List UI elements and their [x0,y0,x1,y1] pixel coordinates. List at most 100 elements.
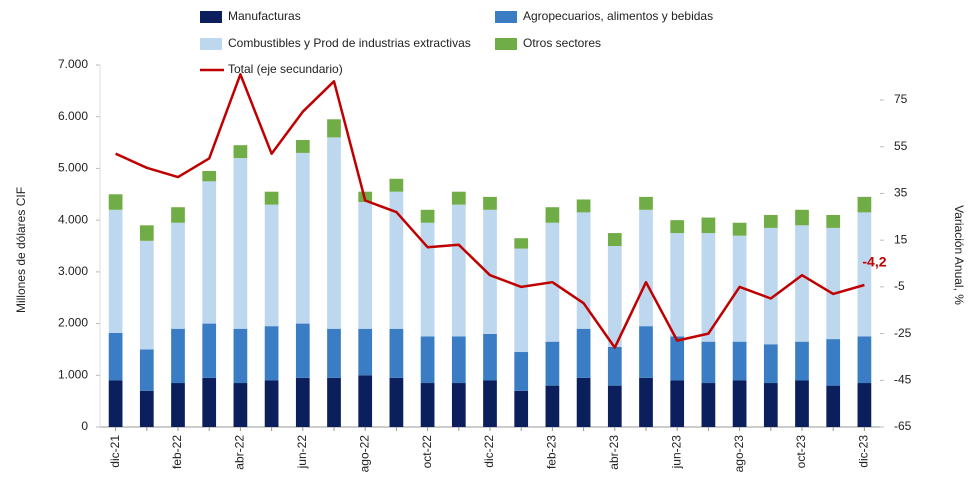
bar-segment [451,383,466,427]
bar-segment [795,225,809,342]
x-tick-label: abr-22 [233,435,247,470]
y2-tick-label: 35 [894,186,908,200]
bar-segment [139,240,154,350]
bar-segment [108,194,123,210]
bar-segment [795,380,809,427]
bar-segment [420,383,435,427]
bar-segment [483,196,497,210]
bar-segment [857,383,872,427]
bar-segment [233,383,248,427]
y-tick-label: 3.000 [58,264,88,278]
bar-segment [264,380,279,427]
y2-tick-label: 15 [894,232,908,246]
y2-tick-label: 55 [894,139,908,153]
bar-segment [607,346,622,386]
bar-segment [607,246,622,347]
y2-tick-label: 75 [894,92,908,106]
bar-segment [264,191,279,205]
legend-label: Total (eje secundario) [228,62,343,76]
bar-segment [139,225,154,241]
bar-segment [420,336,435,384]
bar-segment [420,209,435,223]
bar-segment [171,328,185,384]
bar-segment [420,222,435,337]
bar-segment [358,328,373,376]
bar-segment [327,119,341,138]
x-tick-label: oct-22 [420,435,434,469]
bar-segment [389,377,404,427]
bar-segment [701,383,716,427]
line [115,73,865,349]
bar-segment [514,248,529,353]
x-tick-label: oct-23 [794,435,808,469]
data-label: -4,2 [862,254,886,270]
bar-segment [358,202,373,329]
legend-swatch [200,11,222,23]
bar-segment [857,212,872,337]
y2-tick-label: -5 [894,279,905,293]
bar-segment [639,326,653,378]
x-tick-label: feb-23 [545,435,559,469]
bar-segment [202,171,217,182]
bar-segment [763,383,778,427]
x-tick-label: ago-22 [357,435,371,473]
bar-segment [233,158,248,329]
bar-segment [108,380,123,427]
bar-segment [826,227,841,340]
bar-segment [264,326,279,381]
bar-segment [483,209,497,334]
x-tick-label: jun-22 [295,435,309,470]
bar-segment [826,339,841,386]
bar-segment [670,380,685,427]
bar-segment [795,209,809,226]
y2-axis-label: Variación Anual, % [952,205,966,305]
bar-segment [233,328,248,384]
bar-segment [607,385,622,427]
x-tick-label: dic-22 [482,435,496,468]
bar-segment [670,220,685,234]
bar-segment [639,209,653,327]
bar-segment [763,227,778,345]
bar-segment [483,333,497,381]
bar-segment [701,233,716,342]
bar-segment [202,323,217,378]
bar-segment [545,385,560,427]
y-tick-label: 5.000 [58,161,88,175]
bar-segment [108,332,123,381]
bar-segment [795,341,809,381]
y-tick-label: 7.000 [58,57,88,71]
bar-segment [763,214,778,228]
bar-segment [327,328,341,378]
bar-segment [639,377,653,427]
bar-segment [857,196,872,213]
bar-segment [358,375,373,427]
bar-segment [264,204,279,327]
bar-segment [576,199,591,213]
bar-segment [701,341,716,384]
bar-segment [295,139,310,153]
bar-segment [233,145,248,159]
y-tick-label: 0 [81,419,88,433]
y-tick-label: 2.000 [58,316,88,330]
legend-label: Manufacturas [228,9,301,23]
x-tick-label: dic-21 [108,435,122,468]
legend-swatch [495,38,517,50]
bar-segment [545,341,560,386]
bar-segment [108,209,123,333]
bar-segment [171,222,185,329]
bar-segment [295,152,310,324]
bar-segment [295,323,310,378]
bar-segment [171,383,185,427]
x-tick-label: dic-23 [857,435,871,468]
bar-segment [670,233,685,337]
bar-segment [389,328,404,378]
y2-tick-label: -65 [894,419,912,433]
bar-segment [763,344,778,384]
x-tick-label: feb-22 [170,435,184,469]
bar-segment [451,336,466,384]
bar-segment [139,390,154,427]
x-tick-label: abr-23 [607,435,621,470]
bar-segment [202,377,217,427]
bar-segment [139,349,154,391]
bar-segment [389,178,404,192]
